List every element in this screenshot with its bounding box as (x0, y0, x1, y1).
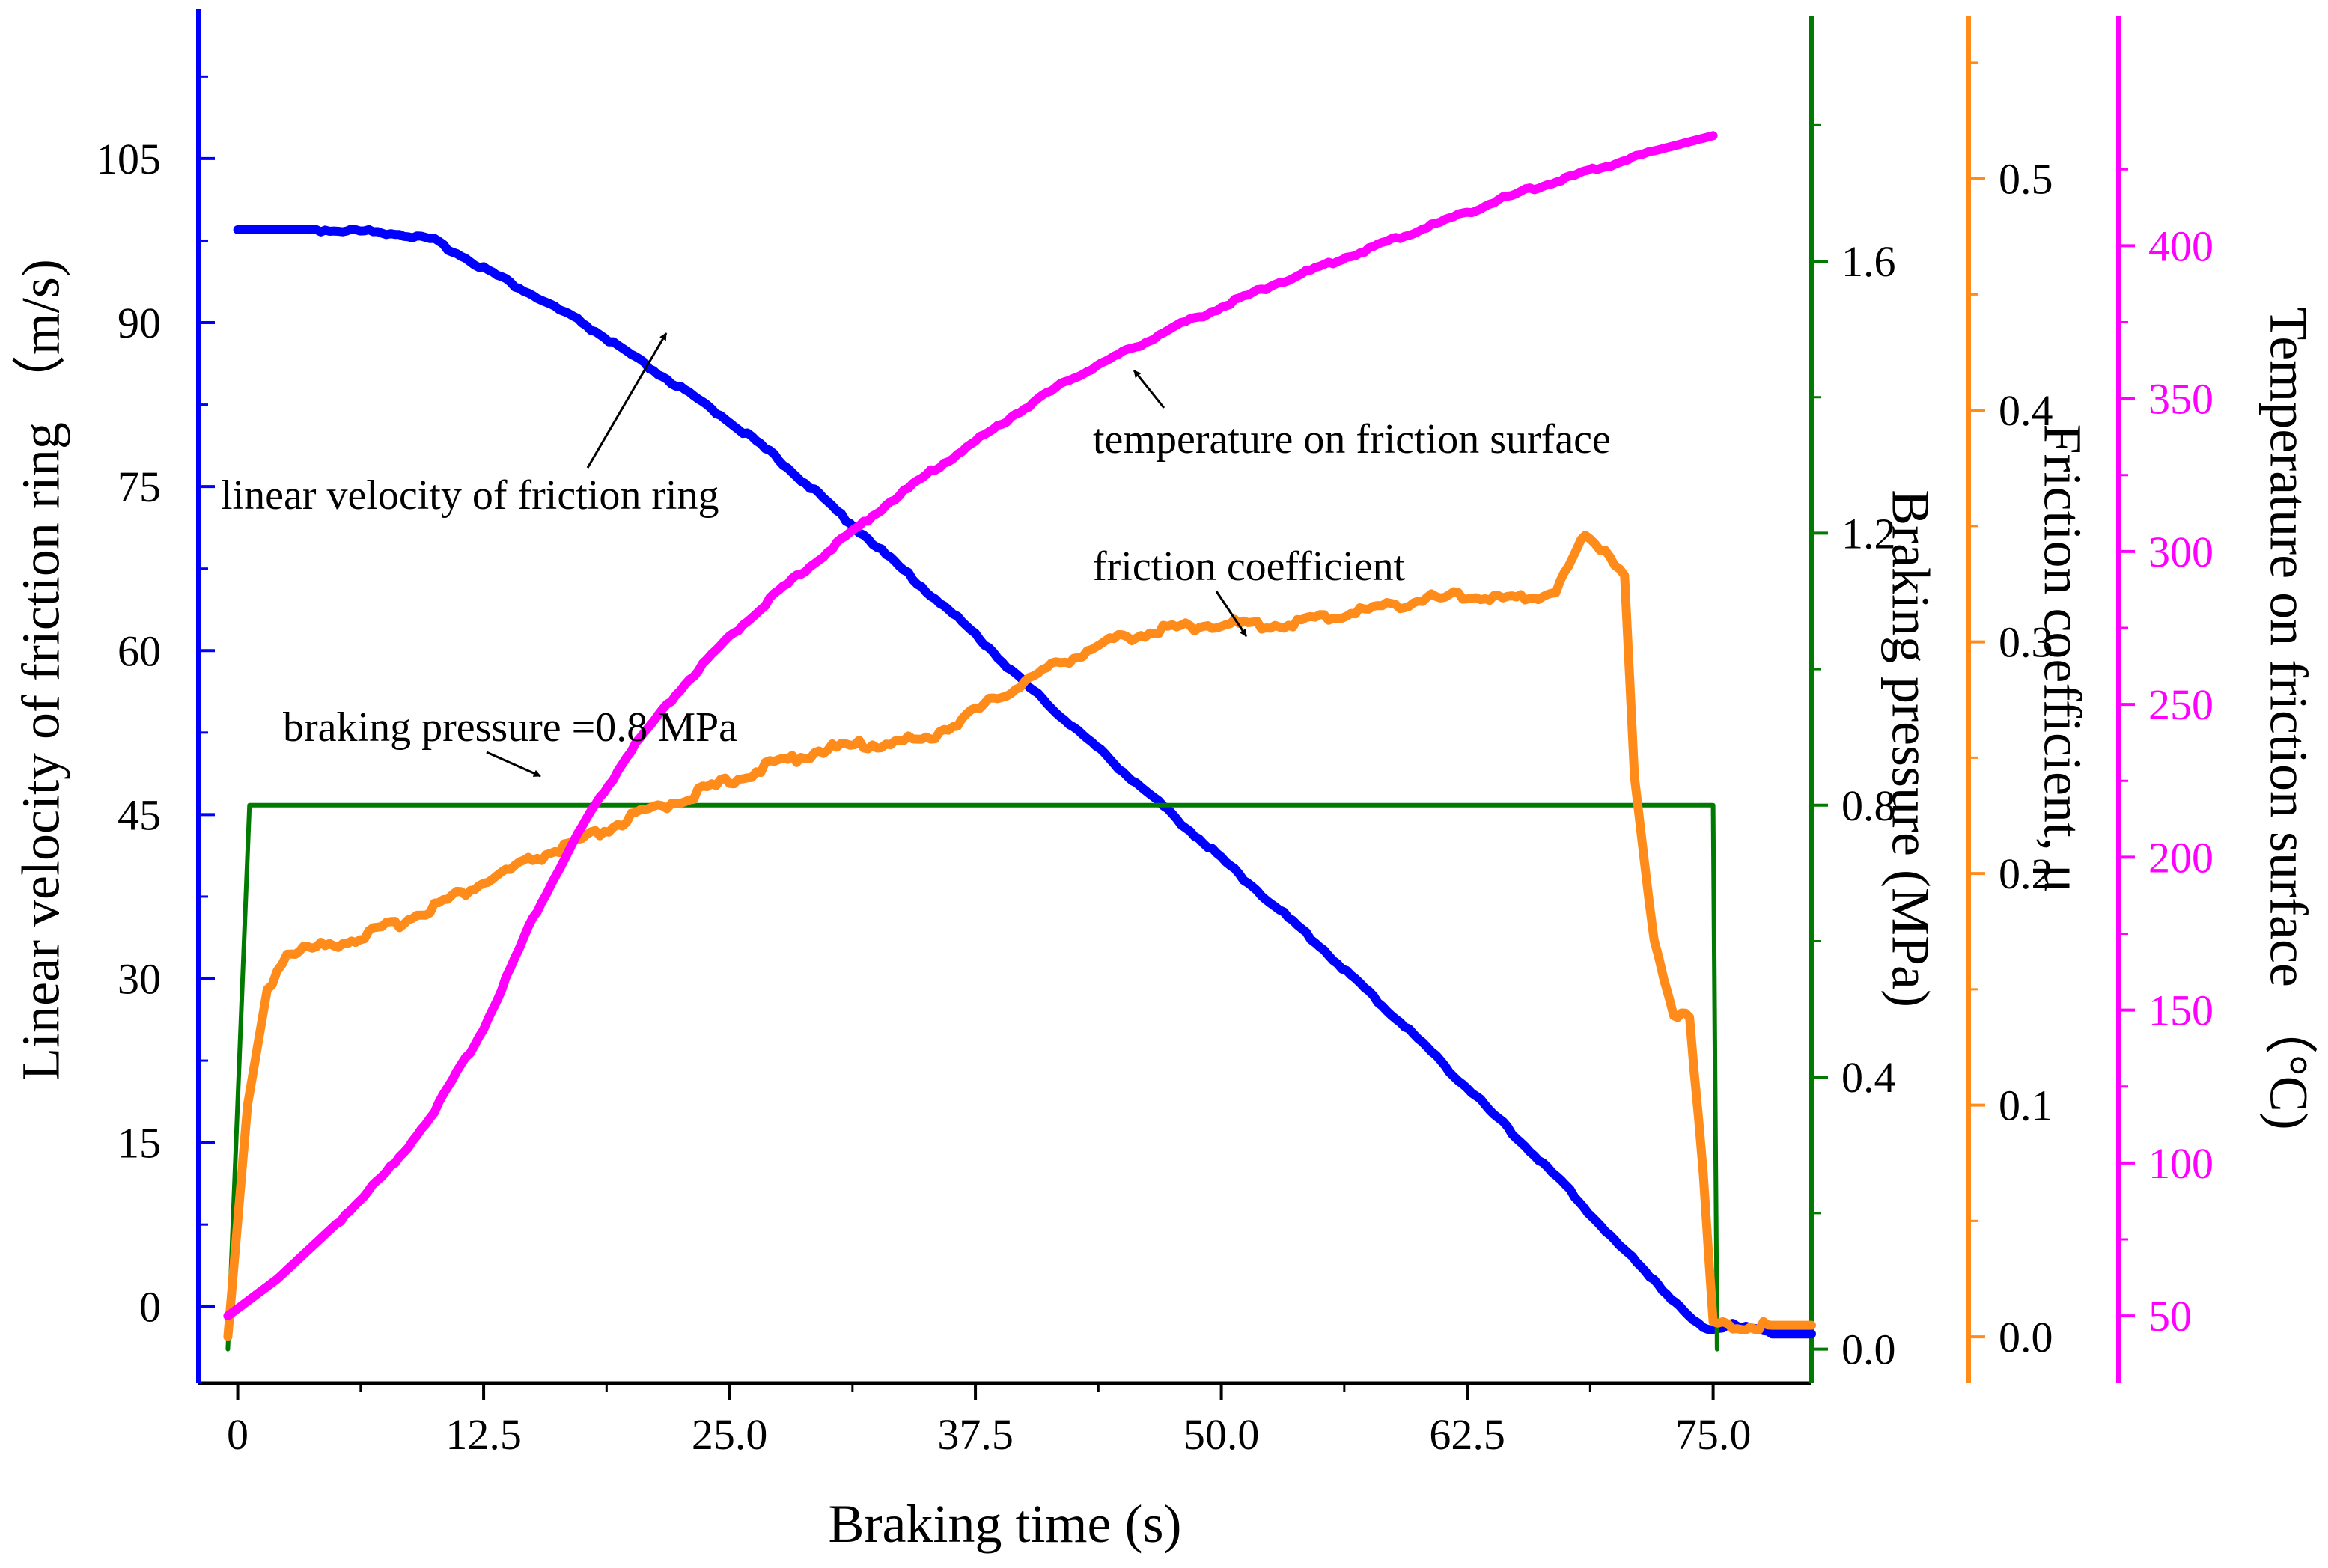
friction-tick-label: 0.2 (1999, 849, 2053, 898)
temperature-tick-label: 250 (2148, 680, 2213, 729)
velocity-tick-label: 105 (96, 135, 161, 183)
friction-tick-label: 0.1 (1999, 1082, 2053, 1130)
series-temperature (223, 131, 1718, 1321)
annotations: linear velocity of friction ring tempera… (221, 332, 1611, 778)
annotation-temperature: temperature on friction surface (1093, 416, 1611, 463)
velocity-tick-label: 60 (118, 626, 161, 675)
x-tick-label: 62.5 (1429, 1410, 1505, 1459)
friction-tick-label: 0.5 (1999, 155, 2053, 204)
annotation-velocity: linear velocity of friction ring (221, 472, 719, 519)
friction-tick-label: 0.3 (1999, 618, 2053, 667)
temperature-tick-label: 350 (2148, 375, 2213, 424)
temperature-tick-label: 150 (2148, 986, 2213, 1035)
pressure-tick-label: 1.6 (1841, 237, 1896, 286)
velocity-tick-label: 0 (139, 1283, 161, 1331)
annotation-friction-arrow (1215, 591, 1248, 637)
temperature-tick-label: 50 (2148, 1292, 2192, 1340)
pressure-tick-label: 0.8 (1841, 781, 1896, 830)
axes-group: 0 12.5 25.0 37.5 50.0 62.5 75.0 Braking time (s… (11, 9, 2318, 1554)
x-tick-label: 37.5 (937, 1410, 1014, 1459)
annotation-pressure: braking pressure =0.8 MPa (283, 704, 737, 751)
velocity-tick-label: 30 (118, 955, 161, 1004)
x-tick-label: 25.0 (692, 1410, 768, 1459)
friction-axis-title: Friction coefficient, μ (2032, 424, 2092, 893)
velocity-tick-label: 15 (118, 1119, 161, 1168)
x-tick-label: 75.0 (1675, 1410, 1752, 1459)
pressure-axis-title: Braking pressure (MPa) (1880, 489, 1940, 1007)
x-tick-label: 12.5 (445, 1410, 522, 1459)
annotation-pressure-arrow (486, 751, 541, 778)
temperature-axis-title: Temperature on friction surface （°C) (2258, 307, 2318, 1129)
series-friction (223, 531, 1816, 1342)
pressure-tick-label: 1.2 (1841, 509, 1896, 558)
pressure-tick-label: 0.0 (1841, 1326, 1896, 1374)
velocity-axis-title: Linear velocity of friction ring （m/s) (11, 259, 71, 1081)
velocity-tick-label: 75 (118, 463, 161, 511)
annotation-friction: friction coefficient (1093, 543, 1406, 590)
x-tick-label: 0 (227, 1410, 249, 1459)
friction-tick-label: 0.0 (1999, 1313, 2053, 1361)
x-tick-label: 50.0 (1183, 1410, 1260, 1459)
pressure-tick-label: 0.4 (1841, 1053, 1896, 1102)
annotation-temperature-arrow (1133, 370, 1165, 409)
temperature-tick-label: 400 (2148, 222, 2213, 270)
temperature-tick-label: 100 (2148, 1139, 2213, 1188)
series-pressure (225, 802, 1719, 1352)
friction-tick-label: 0.4 (1999, 386, 2053, 435)
x-axis-title: Braking time (s) (829, 1494, 1182, 1554)
velocity-tick-label: 45 (118, 790, 161, 839)
velocity-tick-label: 90 (118, 299, 161, 347)
series-group (223, 131, 1816, 1352)
temperature-tick-label: 200 (2148, 833, 2213, 882)
annotation-velocity-arrow (586, 332, 668, 469)
temperature-tick-label: 300 (2148, 528, 2213, 576)
